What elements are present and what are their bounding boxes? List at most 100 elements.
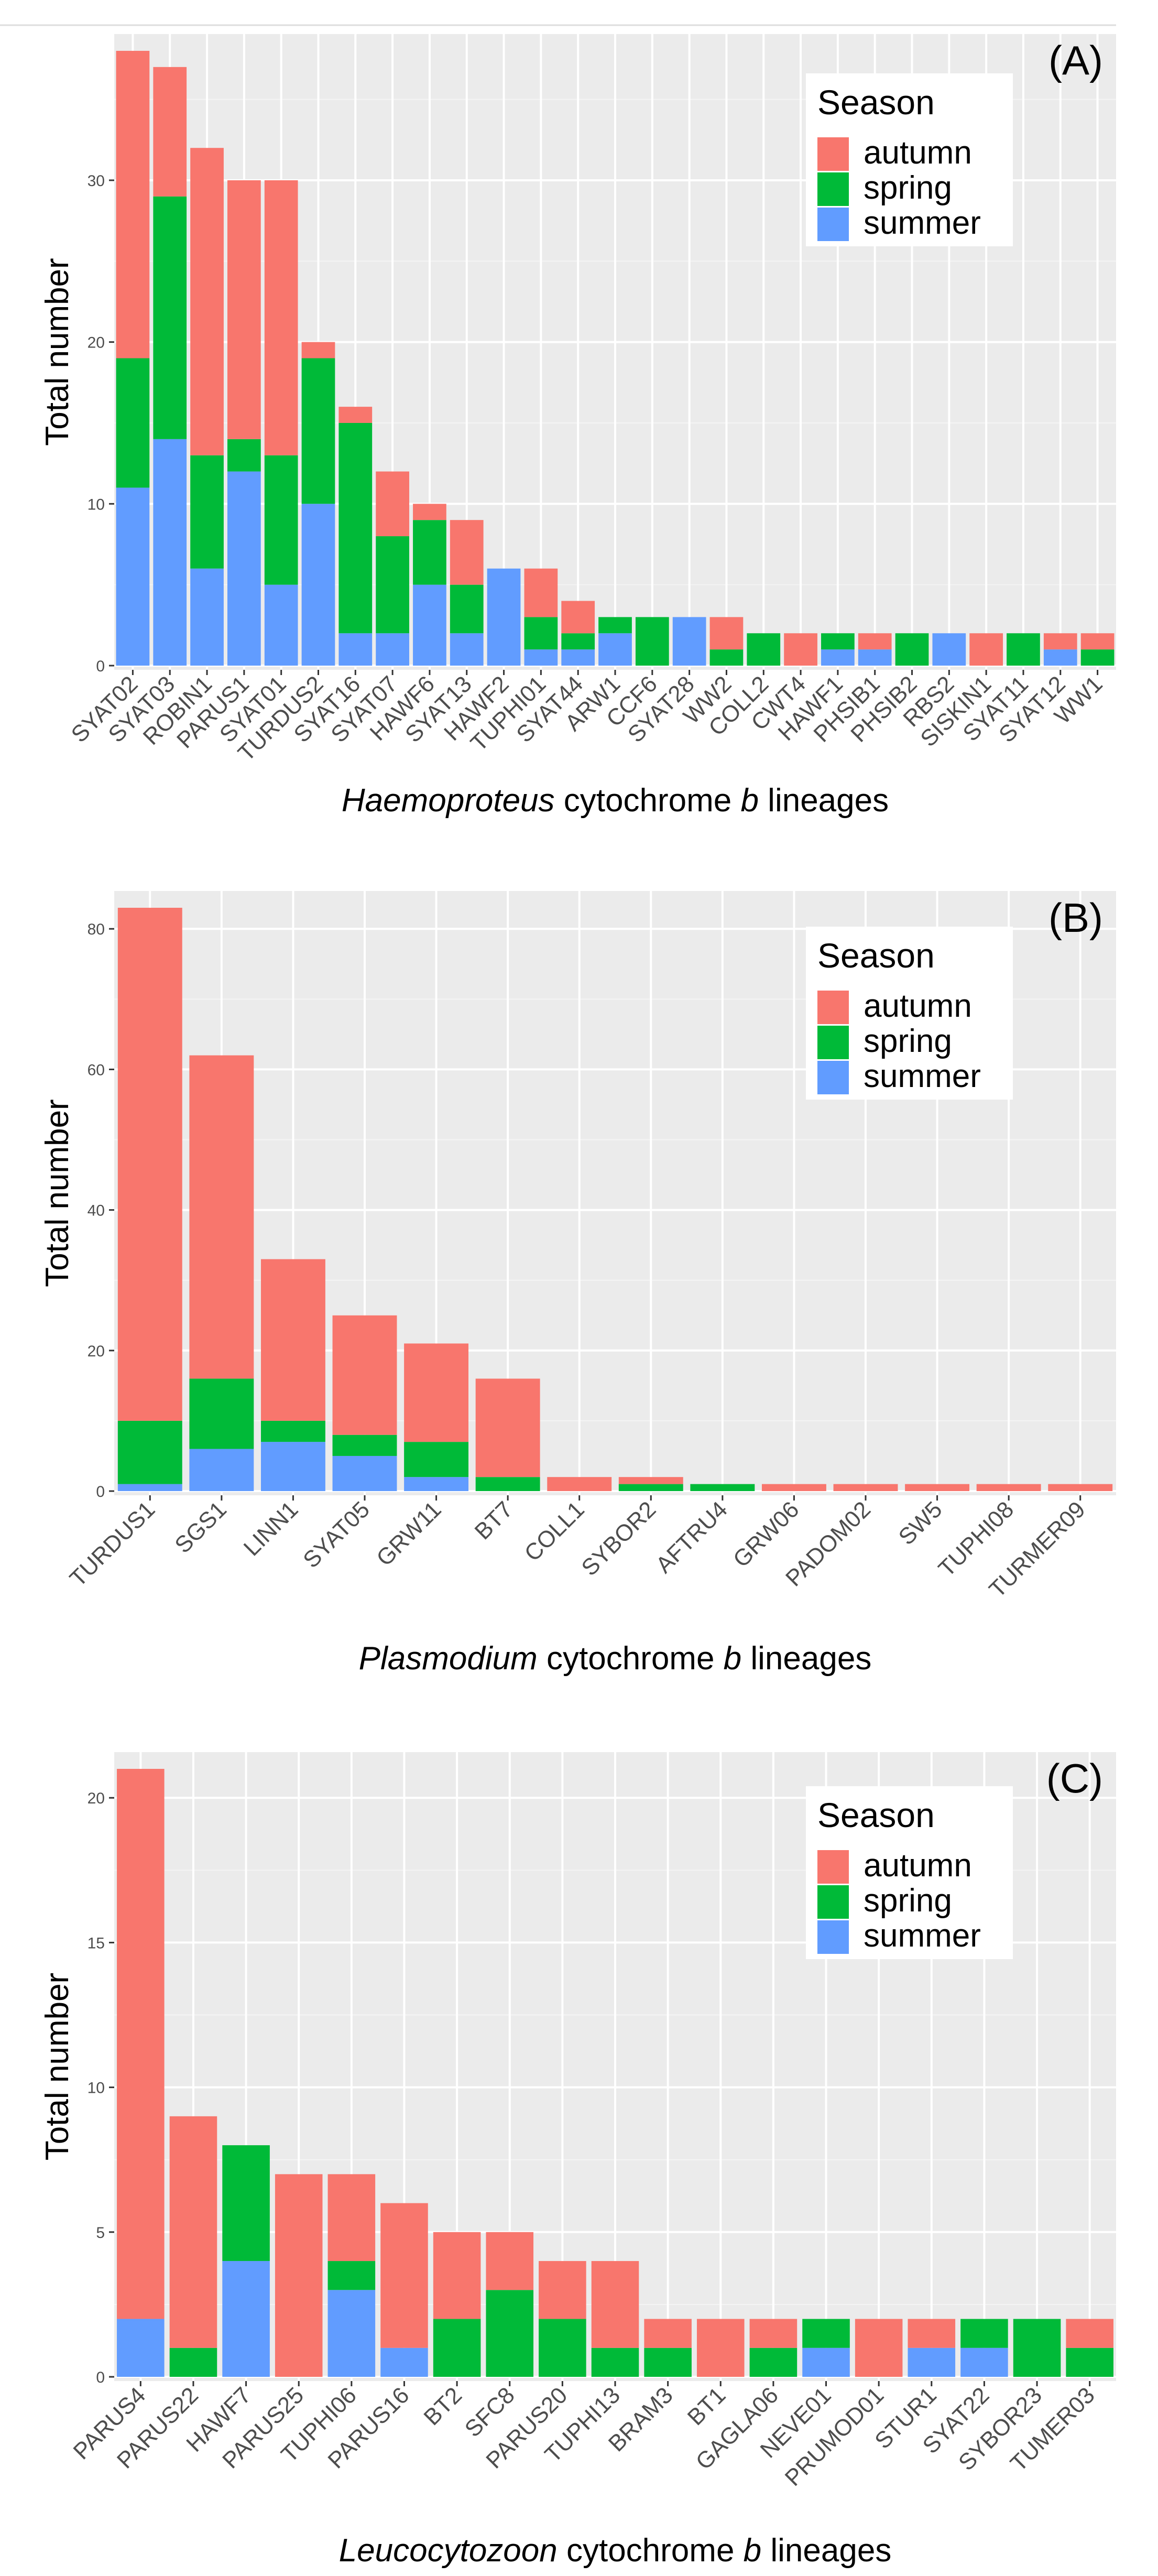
bar-tuphi01-spring: [524, 617, 558, 650]
bar-hawf6-autumn: [413, 504, 446, 520]
bar-tuphi01-summer: [524, 649, 558, 666]
x-tick-label: SYBOR2: [576, 1496, 661, 1581]
bar-syat02-autumn: [116, 51, 150, 358]
bar-parus1-spring: [227, 439, 261, 472]
bar-ww2-autumn: [709, 617, 744, 650]
bar-bt7-autumn: [475, 1378, 540, 1477]
x-axis-title-middle: cytochrome: [558, 2532, 744, 2569]
bar-syat01-summer: [264, 584, 298, 666]
bar-parus20-spring: [539, 2319, 586, 2377]
y-axis-title: Total number: [39, 258, 75, 445]
bar-syat05-autumn: [332, 1315, 397, 1435]
x-axis-title-middle: cytochrome: [538, 1640, 724, 1677]
bar-gagla06-autumn: [749, 2319, 798, 2348]
legend-label-summer: summer: [864, 1058, 981, 1094]
bar-syat13-spring: [450, 584, 484, 634]
bar-bt7-spring: [475, 1477, 540, 1491]
bar-arw1-spring: [598, 617, 632, 634]
bar-grw06-autumn: [761, 1484, 826, 1491]
bar-robin1-spring: [190, 455, 224, 569]
bar-parus16-summer: [380, 2347, 428, 2377]
bar-sfc8-autumn: [486, 2232, 534, 2290]
x-tick-label: TURDUS1: [65, 1496, 160, 1592]
y-tick-label: 20: [88, 1343, 105, 1360]
y-tick-label: 0: [96, 2369, 105, 2386]
legend-key-spring: [817, 172, 849, 206]
legend-key-autumn: [817, 991, 849, 1024]
bar-syat02-spring: [116, 358, 150, 488]
bar-sgs1-spring: [189, 1378, 254, 1449]
y-axis-ticks: 0 20 40 60 80: [88, 921, 114, 1501]
bar-tuphi13-autumn: [591, 2261, 639, 2348]
panel-a: 0 10 20 30 SYAT02SYAT03ROBIN1PARUS1SYAT01TU…: [39, 34, 1116, 819]
bar-grw11-summer: [404, 1477, 469, 1491]
bar-syat44-spring: [561, 633, 595, 650]
bar-sybor23-spring: [1013, 2319, 1061, 2377]
x-axis-title: Plasmodium cytochrome b lineages: [359, 1640, 872, 1677]
bar-parus1-summer: [227, 471, 261, 666]
bars: [117, 1769, 1113, 2377]
bar-arw1-summer: [598, 633, 632, 666]
bar-syat16-autumn: [338, 407, 373, 423]
bar-syat22-summer: [960, 2347, 1008, 2377]
y-tick-label: 30: [88, 172, 105, 190]
bar-sfc8-spring: [486, 2290, 534, 2377]
y-tick-label: 0: [96, 1483, 105, 1501]
y-tick-label: 10: [88, 2080, 105, 2097]
bar-syat03-autumn: [153, 67, 187, 197]
bar-bt2-spring: [433, 2319, 481, 2377]
bar-tuphi06-summer: [327, 2290, 376, 2377]
x-axis-title-end: lineages: [759, 782, 889, 819]
x-axis-title: Haemoproteus cytochrome b lineages: [342, 782, 889, 819]
bar-aftru4-spring: [690, 1484, 755, 1491]
bar-syat44-summer: [561, 649, 595, 666]
bar-parus16-autumn: [380, 2203, 428, 2348]
bar-tumer03-spring: [1066, 2347, 1113, 2377]
legend-label-summer: summer: [864, 1918, 981, 1954]
x-tick-label: BT2: [419, 2382, 467, 2430]
bar-parus20-autumn: [539, 2261, 586, 2319]
legend-key-spring: [817, 1885, 849, 1919]
bar-syat05-spring: [332, 1434, 397, 1456]
bar-tuphi01-autumn: [524, 568, 558, 617]
x-axis-title-genus: Haemoproteus: [342, 782, 555, 819]
bar-sgs1-summer: [189, 1449, 254, 1491]
bar-hawf2-summer: [487, 568, 521, 666]
bar-linn1-autumn: [260, 1259, 325, 1421]
x-tick-label: LINN1: [239, 1496, 303, 1561]
panel-label: (C): [1046, 1755, 1103, 1801]
x-axis-ticks: SYAT02SYAT03ROBIN1PARUS1SYAT01TURDUS2SYA…: [67, 670, 1108, 766]
legend-key-summer: [817, 1061, 849, 1094]
x-tick-label: BT1: [683, 2382, 731, 2430]
bar-parus25-autumn: [275, 2174, 323, 2377]
legend-key-autumn: [817, 137, 849, 171]
bar-hawf1-summer: [821, 649, 855, 666]
bar-neve01-spring: [802, 2319, 850, 2348]
legend-label-spring: spring: [864, 1883, 952, 1919]
bar-tuphi08-autumn: [976, 1484, 1041, 1491]
x-axis-title-middle: cytochrome: [555, 782, 741, 819]
legend-label-autumn: autumn: [864, 135, 972, 171]
x-axis-title: Leucocytozoon cytochrome b lineages: [339, 2532, 892, 2569]
x-tick-label: SGS1: [170, 1496, 232, 1558]
bar-sybor2-autumn: [618, 1477, 683, 1484]
bar-syat16-summer: [338, 633, 373, 666]
bar-padom02-autumn: [833, 1484, 898, 1491]
bar-robin1-summer: [190, 568, 224, 666]
bar-neve01-summer: [802, 2347, 850, 2377]
bar-prumod01-autumn: [855, 2319, 903, 2377]
bar-tuphi06-autumn: [327, 2174, 376, 2262]
legend-title: Season: [817, 1796, 935, 1834]
bar-syat02-summer: [116, 487, 150, 666]
bar-syat13-summer: [450, 633, 484, 666]
bar-phsib1-summer: [858, 649, 892, 666]
bar-stur1-autumn: [908, 2319, 956, 2348]
bar-cwt4-autumn: [784, 633, 817, 666]
bar-syat13-autumn: [450, 520, 484, 585]
bar-hawf6-summer: [413, 584, 446, 666]
x-axis-title-genus: Leucocytozoon: [339, 2532, 558, 2569]
bar-hawf1-spring: [821, 633, 855, 650]
legend-key-autumn: [817, 1850, 849, 1884]
panel-c: 0 5 10 15 20 PARUS4PARUS22HAWF7PARUS25TUPHI0…: [39, 1752, 1116, 2569]
